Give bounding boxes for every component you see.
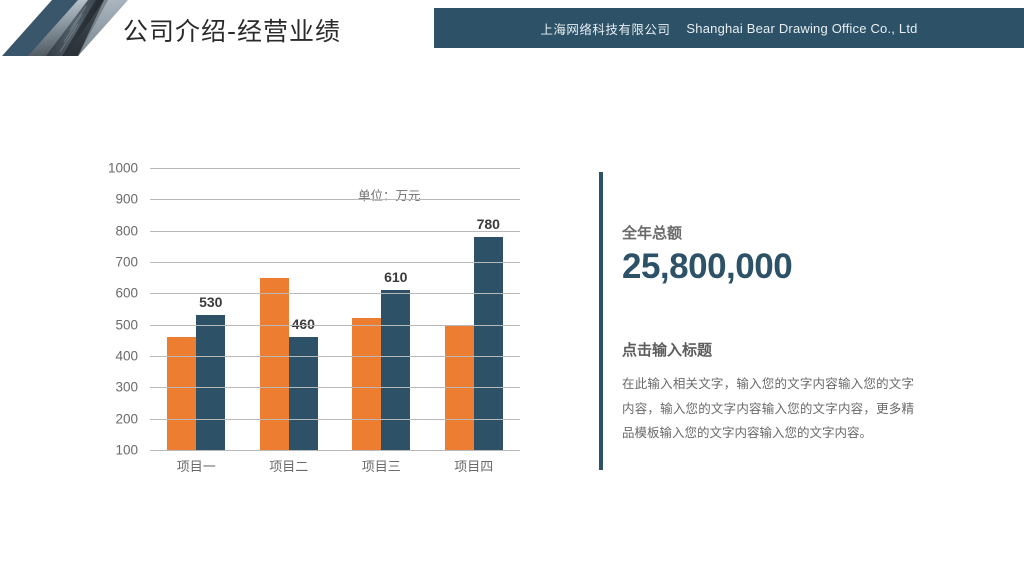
bar: 610 xyxy=(381,269,411,450)
x-axis-label: 项目四 xyxy=(454,459,494,474)
y-axis-tick: 600 xyxy=(115,285,138,301)
y-axis-tick: 700 xyxy=(115,254,138,270)
y-axis-tick: 300 xyxy=(115,379,138,395)
y-axis: 1000 900 800 700 600 500 400 300 200 100 xyxy=(100,161,144,458)
bar-value-label: 780 xyxy=(476,215,500,232)
bar-value-label: 460 xyxy=(291,316,315,333)
gridline xyxy=(150,168,520,169)
gridline xyxy=(150,293,520,295)
bar-group: 530 xyxy=(150,168,243,450)
bar: 530 xyxy=(196,294,226,450)
y-axis-tick: 400 xyxy=(115,348,138,364)
gridline xyxy=(150,418,520,420)
gridline xyxy=(150,324,520,326)
x-axis-labels: 项目一 项目二 项目三 项目四 xyxy=(150,456,520,475)
gridline xyxy=(150,199,520,201)
gridline xyxy=(150,387,520,389)
y-axis-tick: 500 xyxy=(115,317,138,333)
y-axis-tick: 800 xyxy=(115,223,138,239)
gridline xyxy=(150,450,520,451)
panel-subtitle: 点击输入标题 xyxy=(622,342,713,360)
x-axis-label: 项目二 xyxy=(269,459,309,474)
bar-group: 780 xyxy=(428,168,521,450)
summary-panel: 全年总额 25,800,000 点击输入标题 在此输入相关文字，输入您的文字内容… xyxy=(622,172,952,445)
total-label: 全年总额 xyxy=(622,225,683,242)
bar xyxy=(167,337,197,450)
y-axis-tick: 200 xyxy=(115,411,138,427)
y-axis-tick: 1000 xyxy=(107,160,138,176)
bar: 460 xyxy=(288,316,318,450)
header-brand-bar: 上海网络科技有限公司 Shanghai Bear Drawing Office … xyxy=(434,8,1024,48)
panel-body-text: 在此输入相关文字，输入您的文字内容输入您的文字内容，输入您的文字内容输入您的文字… xyxy=(622,377,914,440)
gridline xyxy=(150,262,520,263)
gridline xyxy=(150,356,520,357)
total-value: 25,800,000 xyxy=(622,247,793,286)
x-axis-label: 项目一 xyxy=(176,459,216,474)
brand-name-cn: 上海网络科技有限公司 xyxy=(540,22,671,37)
bar xyxy=(259,277,289,450)
bar-groups: 530 460 610 780 xyxy=(150,168,520,450)
panel-accent-bar xyxy=(599,172,603,470)
gridline xyxy=(150,230,520,232)
y-axis-tick: 900 xyxy=(115,191,138,207)
page-title: 公司介绍-经营业绩 xyxy=(123,17,342,46)
y-axis-tick: 100 xyxy=(115,442,138,458)
brand-name-en: Shanghai Bear Drawing Office Co., Ltd xyxy=(686,20,918,36)
bar: 780 xyxy=(473,216,503,450)
bar-value-label: 610 xyxy=(384,269,408,286)
bar-group: 610 xyxy=(335,168,428,450)
header-decoration xyxy=(0,0,330,56)
x-axis-label: 项目三 xyxy=(361,459,401,474)
bar-chart: 单位：万元 1000 900 800 700 600 500 400 300 200 100 53… xyxy=(100,161,520,478)
bar-value-label: 530 xyxy=(199,294,223,311)
bar xyxy=(352,318,382,450)
plot-area: 530 460 610 780 xyxy=(150,168,520,451)
bar-group: 460 xyxy=(243,168,336,450)
header-deco-svg xyxy=(2,0,128,56)
